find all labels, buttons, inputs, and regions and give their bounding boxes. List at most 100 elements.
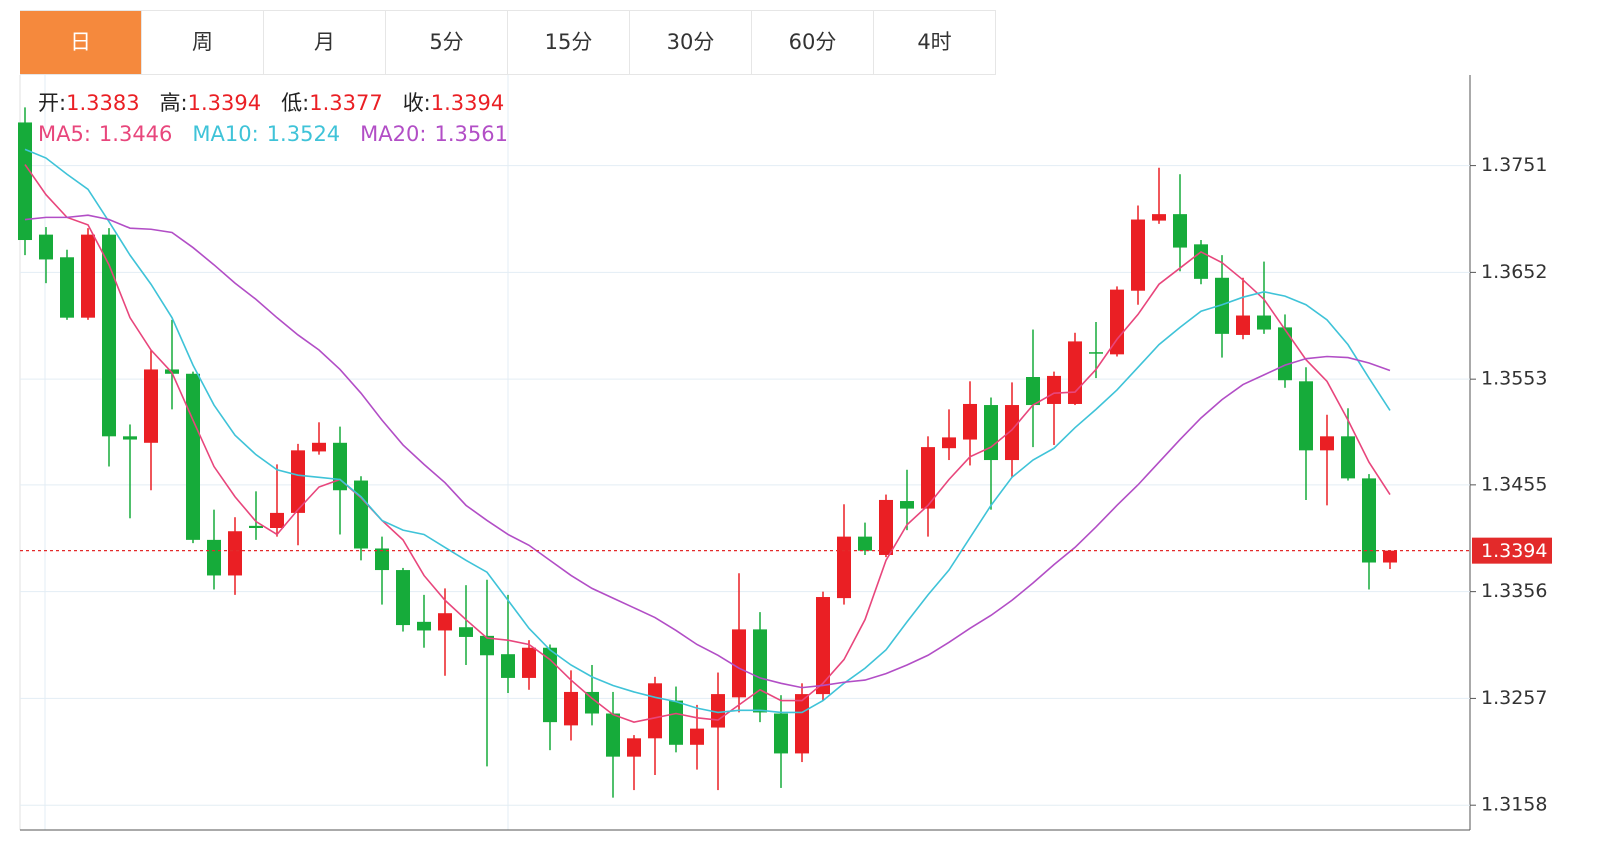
ma-line — [24, 148, 1391, 714]
candle-body — [501, 654, 515, 678]
candle-body — [60, 257, 74, 318]
candle-body — [900, 501, 914, 509]
period-tab[interactable]: 月 — [264, 11, 386, 74]
candle-body — [480, 635, 494, 656]
period-tab[interactable]: 60分 — [752, 11, 874, 74]
y-tick-label: 1.3257 — [1481, 687, 1547, 709]
candle-body — [774, 713, 788, 754]
ohlc-label: 低: — [281, 91, 310, 115]
candle-body — [249, 525, 263, 528]
candle-body — [354, 480, 368, 549]
candle-body — [522, 647, 536, 678]
ma-legend-item: MA10: 1.3524 — [192, 122, 340, 146]
y-tick-label: 1.3158 — [1481, 794, 1547, 816]
period-tab[interactable]: 5分 — [386, 11, 508, 74]
ma-legend-item: MA5: 1.3446 — [38, 122, 172, 146]
candle-body — [669, 700, 683, 745]
candle-body — [1047, 375, 1061, 404]
candle-body — [459, 627, 473, 637]
candle-body — [18, 122, 32, 241]
candle-body — [1131, 219, 1145, 291]
candle-body — [795, 694, 809, 754]
candle-body — [606, 713, 620, 757]
candle-body — [1362, 478, 1376, 563]
candle-body — [1005, 405, 1019, 461]
candle-body — [816, 597, 830, 695]
ohlc-item: 开:1.3383 — [38, 91, 140, 115]
candle-body — [312, 442, 326, 452]
ma-name: MA20: — [360, 122, 427, 146]
candle-body — [1236, 315, 1250, 335]
y-tick-label: 1.3553 — [1481, 368, 1547, 390]
candle-body — [81, 234, 95, 318]
candle-body — [564, 691, 578, 726]
candle-body — [144, 369, 158, 443]
candle-body — [1152, 214, 1166, 221]
ohlc-label: 高: — [159, 91, 188, 115]
candle-body — [102, 234, 116, 437]
candle-body — [1068, 341, 1082, 404]
ohlc-label: 开: — [38, 91, 67, 115]
ma-value: 1.3561 — [434, 122, 508, 146]
candle-body — [417, 621, 431, 631]
candle-body — [690, 728, 704, 745]
candle-body — [858, 536, 872, 551]
candle-body — [1026, 377, 1040, 406]
candle-body — [1089, 352, 1103, 354]
y-tick-label: 1.3356 — [1481, 580, 1547, 602]
ohlc-item: 高:1.3394 — [160, 91, 262, 115]
ohlc-value: 1.3377 — [309, 91, 383, 115]
candle-body — [753, 629, 767, 713]
candle-body — [39, 234, 53, 260]
ohlc-value: 1.3394 — [187, 91, 262, 115]
candle-body — [648, 683, 662, 739]
legend: 开:1.3383 高:1.3394 低:1.3377 收:1.3394 MA5: 1.3… — [38, 88, 528, 150]
candle-body — [585, 691, 599, 714]
ma-line — [24, 214, 1391, 689]
candle-body — [1341, 436, 1355, 479]
ma-legend: MA5: 1.3446 MA10: 1.3524 MA20: 1.3561 — [38, 119, 528, 150]
period-tab[interactable]: 15分 — [508, 11, 630, 74]
candle-body — [732, 629, 746, 698]
candle-body — [375, 548, 389, 571]
ohlc-item: 收:1.3394 — [403, 91, 505, 115]
ma-name: MA10: — [192, 122, 259, 146]
ohlc-label: 收: — [402, 91, 431, 115]
candle-body — [921, 447, 935, 509]
price-label: 1.3394 — [1481, 540, 1547, 562]
candle-body — [1320, 436, 1334, 451]
ohlc-item: 低:1.3377 — [281, 91, 383, 115]
candle-body — [879, 499, 893, 555]
candle-body — [291, 450, 305, 513]
candle-body — [228, 531, 242, 576]
price-label-box — [1472, 537, 1552, 564]
candle-body — [1383, 550, 1397, 563]
period-tabs: 日周月 5分 15分 30分 60分 4时 — [20, 10, 996, 75]
y-tick-label: 1.3652 — [1481, 261, 1547, 283]
candle-body — [438, 613, 452, 631]
period-tab[interactable]: 30分 — [630, 11, 752, 74]
candle-body — [1194, 244, 1208, 279]
candle-body — [963, 403, 977, 440]
period-tab[interactable]: 4时 — [874, 11, 996, 74]
candle-body — [396, 570, 410, 626]
ma-legend-item: MA20: 1.3561 — [360, 122, 508, 146]
candle-body — [1299, 381, 1313, 451]
ma-value: 1.3446 — [98, 122, 173, 146]
period-tab[interactable]: 日 — [20, 11, 142, 74]
candle-body — [186, 373, 200, 540]
ma-value: 1.3524 — [266, 122, 341, 146]
y-tick-label: 1.3455 — [1481, 473, 1547, 495]
candle-body — [123, 436, 137, 440]
candle-body — [984, 405, 998, 461]
candle-body — [543, 647, 557, 723]
candle-body — [207, 539, 221, 576]
period-tab[interactable]: 周 — [142, 11, 264, 74]
ma-line — [24, 164, 1391, 723]
candle-body — [837, 536, 851, 599]
candle-body — [942, 437, 956, 449]
ohlc-value: 1.3383 — [66, 91, 140, 115]
ohlc-legend: 开:1.3383 高:1.3394 低:1.3377 收:1.3394 — [38, 88, 528, 119]
